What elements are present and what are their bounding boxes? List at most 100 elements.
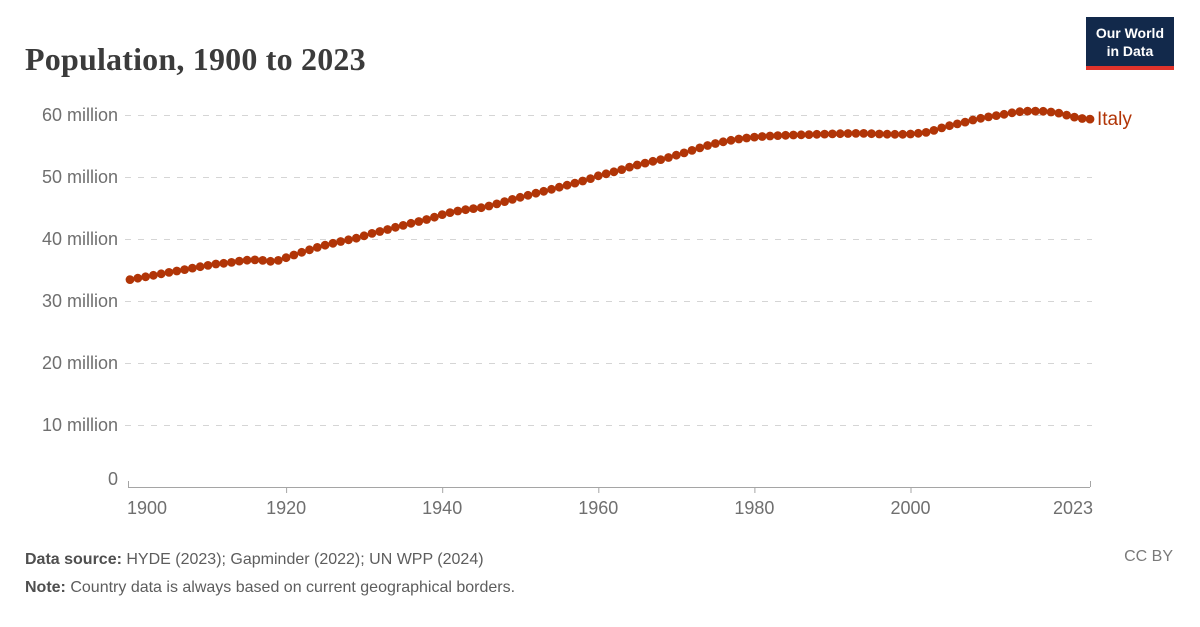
data-point[interactable] — [211, 259, 221, 269]
data-point[interactable] — [586, 174, 595, 184]
data-point[interactable] — [976, 113, 986, 123]
data-point[interactable] — [461, 205, 470, 215]
data-point[interactable] — [281, 253, 291, 263]
data-point[interactable] — [937, 123, 947, 133]
data-point[interactable] — [203, 261, 213, 270]
data-point[interactable] — [227, 258, 236, 267]
data-point[interactable] — [804, 130, 814, 140]
data-point[interactable] — [195, 262, 205, 272]
data-point[interactable] — [859, 129, 869, 138]
data-point[interactable] — [367, 229, 377, 238]
data-point[interactable] — [640, 158, 650, 168]
data-point[interactable] — [133, 273, 143, 283]
data-point[interactable] — [1023, 106, 1032, 116]
data-point[interactable] — [398, 221, 408, 230]
data-point[interactable] — [508, 195, 517, 204]
data-point[interactable] — [991, 111, 1001, 120]
data-point[interactable] — [273, 256, 283, 265]
data-point[interactable] — [796, 130, 806, 140]
data-point[interactable] — [531, 188, 541, 198]
data-point[interactable] — [734, 134, 744, 144]
data-point[interactable] — [328, 238, 338, 248]
data-point[interactable] — [445, 208, 455, 218]
data-point[interactable] — [547, 184, 556, 194]
data-point[interactable] — [125, 275, 135, 284]
data-point[interactable] — [312, 243, 322, 252]
data-point[interactable] — [250, 255, 260, 265]
data-point[interactable] — [1070, 112, 1079, 122]
data-point[interactable] — [867, 129, 876, 139]
data-point[interactable] — [1054, 108, 1064, 118]
data-point[interactable] — [414, 217, 424, 226]
data-point[interactable] — [593, 171, 603, 181]
data-point[interactable] — [1038, 106, 1048, 116]
data-point[interactable] — [812, 129, 822, 139]
data-point[interactable] — [874, 129, 884, 139]
data-point[interactable] — [835, 129, 845, 139]
data-point[interactable] — [1085, 114, 1095, 124]
data-point[interactable] — [945, 121, 954, 131]
data-point[interactable] — [601, 169, 611, 179]
data-point[interactable] — [913, 128, 923, 138]
data-point[interactable] — [523, 190, 533, 200]
data-point[interactable] — [437, 210, 447, 220]
data-point[interactable] — [336, 237, 346, 246]
data-point[interactable] — [679, 148, 689, 158]
data-point[interactable] — [757, 132, 767, 141]
data-point[interactable] — [726, 135, 736, 145]
data-point[interactable] — [703, 141, 712, 150]
data-point[interactable] — [406, 218, 416, 228]
data-point[interactable] — [234, 256, 244, 266]
data-point[interactable] — [952, 119, 962, 129]
data-point[interactable] — [492, 199, 502, 209]
data-point[interactable] — [320, 240, 330, 250]
data-point[interactable] — [453, 206, 463, 216]
data-point[interactable] — [742, 133, 751, 143]
data-point[interactable] — [625, 162, 634, 172]
data-point[interactable] — [906, 129, 915, 139]
data-point[interactable] — [687, 146, 697, 155]
data-point[interactable] — [750, 132, 759, 142]
data-point[interactable] — [828, 129, 837, 139]
data-point[interactable] — [765, 131, 775, 141]
data-point[interactable] — [570, 178, 580, 188]
license-link[interactable]: CC BY — [1124, 548, 1173, 565]
data-point[interactable] — [984, 112, 993, 122]
data-point[interactable] — [391, 222, 400, 232]
data-point[interactable] — [500, 197, 509, 207]
data-point[interactable] — [1046, 107, 1056, 117]
series-label-italy[interactable]: Italy — [1097, 109, 1132, 130]
data-point[interactable] — [773, 131, 783, 141]
data-point[interactable] — [141, 272, 151, 282]
data-point[interactable] — [422, 215, 431, 224]
data-point[interactable] — [375, 227, 385, 236]
data-point[interactable] — [960, 117, 970, 127]
data-point[interactable] — [219, 258, 229, 268]
data-point[interactable] — [562, 180, 572, 190]
data-point[interactable] — [1015, 107, 1025, 117]
data-point[interactable] — [671, 150, 681, 160]
data-point[interactable] — [711, 139, 720, 148]
data-point[interactable] — [781, 130, 790, 140]
data-point[interactable] — [609, 167, 619, 177]
data-point[interactable] — [999, 109, 1009, 119]
data-point[interactable] — [430, 212, 439, 222]
data-point[interactable] — [1077, 114, 1087, 123]
data-point[interactable] — [469, 204, 478, 214]
data-point[interactable] — [632, 160, 642, 170]
data-point[interactable] — [921, 127, 931, 137]
data-point[interactable] — [554, 182, 564, 192]
data-point[interactable] — [617, 165, 627, 175]
data-point[interactable] — [789, 130, 798, 140]
data-point[interactable] — [898, 129, 908, 139]
data-point[interactable] — [164, 268, 174, 277]
data-point[interactable] — [476, 203, 486, 213]
data-point[interactable] — [1062, 110, 1071, 120]
data-point[interactable] — [648, 156, 658, 166]
data-point[interactable] — [1031, 106, 1040, 116]
data-point[interactable] — [297, 247, 307, 257]
data-point[interactable] — [351, 233, 361, 243]
data-point[interactable] — [1007, 108, 1017, 118]
data-point[interactable] — [843, 129, 853, 138]
